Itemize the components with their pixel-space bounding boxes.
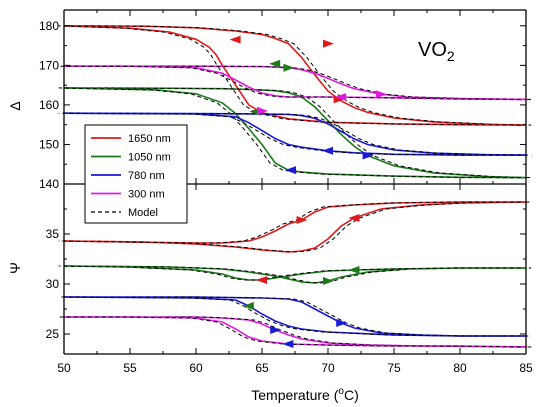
top-model-1650-nm-heating bbox=[69, 25, 532, 126]
top-model-300-nm-cooling bbox=[58, 65, 521, 100]
top-direction-arrow bbox=[283, 63, 295, 72]
vo2-annotation-main: VO bbox=[418, 39, 447, 61]
top-y-tick-label: 150 bbox=[39, 137, 59, 151]
x-tick-label: 80 bbox=[453, 361, 467, 375]
x-tick-label: 60 bbox=[189, 361, 203, 375]
top-direction-arrow bbox=[323, 39, 334, 48]
vo2-annotation: VO2 bbox=[418, 39, 455, 64]
x-tick-label: 75 bbox=[387, 361, 401, 375]
top-series-1650-nm-heating bbox=[63, 25, 527, 126]
bottom-direction-arrow bbox=[336, 319, 348, 327]
bottom-y-tick-label: 35 bbox=[46, 227, 60, 241]
bottom-series-300-nm-heating bbox=[64, 316, 527, 348]
bottom-series-300-nm-cooling bbox=[64, 316, 527, 348]
top-model-300-nm-heating bbox=[69, 65, 532, 100]
bottom-model-1650-nm-cooling bbox=[58, 201, 521, 244]
x-axis-title-main: Temperature ( bbox=[251, 387, 338, 403]
top-direction-arrow bbox=[229, 35, 241, 44]
bottom-y-tick-label: 25 bbox=[46, 327, 60, 341]
bottom-model-300-nm-heating bbox=[69, 316, 532, 348]
top-series-1650-nm-cooling bbox=[63, 25, 527, 126]
x-tick-label: 65 bbox=[255, 361, 269, 375]
legend-label-1050-nm: 1050 nm bbox=[128, 152, 171, 164]
bottom-direction-arrow bbox=[348, 266, 360, 274]
top-model-780-nm-heating bbox=[69, 112, 532, 156]
y-axis-title-top: Δ bbox=[7, 101, 23, 110]
bottom-model-780-nm-heating bbox=[69, 296, 532, 337]
x-tick-label: 55 bbox=[123, 361, 137, 375]
legend-label-1650-nm: 1650 nm bbox=[128, 133, 171, 145]
x-tick-label: 50 bbox=[57, 361, 71, 375]
top-direction-arrow bbox=[285, 166, 297, 175]
bottom-direction-arrow bbox=[282, 340, 294, 348]
top-direction-arrow bbox=[257, 106, 268, 115]
bottom-series-1650-nm-heating bbox=[63, 201, 527, 253]
top-model-1650-nm-cooling bbox=[58, 25, 521, 126]
top-model-1050-nm-heating bbox=[69, 87, 532, 179]
bottom-model-300-nm-cooling bbox=[58, 316, 521, 348]
legend-label-Model: Model bbox=[128, 207, 158, 219]
delta-panel bbox=[58, 25, 532, 179]
top-y-tick-label: 170 bbox=[39, 58, 59, 72]
top-model-780-nm-cooling bbox=[58, 112, 521, 156]
top-direction-arrow bbox=[322, 146, 333, 155]
bottom-direction-arrow bbox=[348, 214, 360, 222]
legend-label-300-nm: 300 nm bbox=[128, 189, 165, 201]
x-axis-title-tail: C) bbox=[344, 387, 359, 403]
top-direction-arrow bbox=[375, 90, 387, 99]
top-direction-arrow bbox=[269, 59, 281, 68]
top-y-tick-label: 180 bbox=[39, 19, 59, 33]
x-tick-label: 70 bbox=[321, 361, 335, 375]
psi-panel bbox=[58, 201, 532, 348]
y-axis-title-bottom: Ψ bbox=[7, 262, 23, 274]
top-direction-arrow bbox=[335, 93, 347, 101]
bottom-direction-arrow bbox=[242, 302, 254, 310]
bottom-y-tick-label: 30 bbox=[46, 277, 60, 291]
bottom-model-780-nm-cooling bbox=[58, 296, 521, 337]
top-series-1050-nm-cooling bbox=[63, 87, 527, 179]
x-axis-title-degree: o bbox=[338, 386, 344, 397]
top-y-tick-label: 140 bbox=[39, 177, 59, 191]
bottom-direction-arrow bbox=[296, 216, 308, 224]
axes: 140 150 160 170 180 25 30 35 50 55 60 65 70 75 80 85 bbox=[39, 9, 533, 375]
legend: 1650 nm 1050 nm 780 nm 300 nm Model bbox=[84, 124, 188, 224]
bottom-direction-arrow bbox=[256, 276, 267, 284]
top-series-1050-nm-heating bbox=[63, 87, 527, 179]
vo2-annotation-subscript: 2 bbox=[447, 48, 455, 64]
top-model-1050-nm-cooling bbox=[58, 87, 521, 179]
bottom-direction-arrow bbox=[323, 277, 334, 285]
top-direction-arrow bbox=[362, 151, 374, 160]
legend-label-780-nm: 780 nm bbox=[128, 170, 165, 182]
bottom-direction-arrow bbox=[270, 326, 282, 334]
top-y-tick-label: 160 bbox=[39, 98, 59, 112]
x-axis-title: Temperature (oC) bbox=[251, 386, 359, 403]
x-tick-label: 85 bbox=[519, 361, 533, 375]
legend-box bbox=[84, 124, 188, 224]
